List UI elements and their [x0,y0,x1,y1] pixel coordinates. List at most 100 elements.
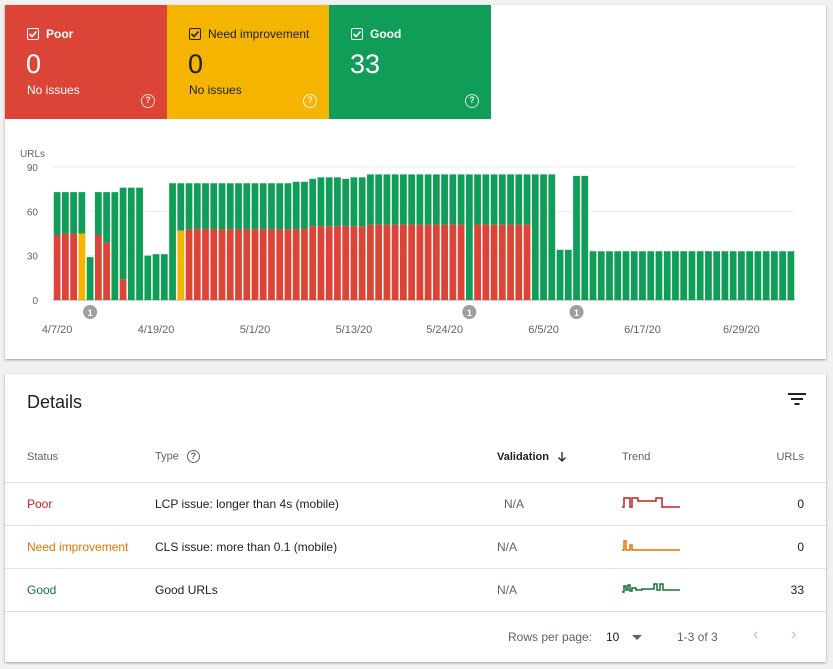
bar-poor[interactable] [416,224,424,300]
bar-good[interactable] [408,174,416,225]
bar-good[interactable] [581,175,589,300]
bar-good[interactable] [342,178,350,227]
bar-good[interactable] [424,174,432,225]
chevron-right-icon[interactable]: › [791,626,797,643]
bar-poor[interactable] [441,224,448,300]
bar-good[interactable] [432,174,440,225]
bar-poor[interactable] [507,224,514,300]
bar-good[interactable] [672,251,679,300]
annotation-marker[interactable] [569,305,584,319]
bar-good[interactable] [284,183,292,230]
bar-poor[interactable] [185,229,193,300]
bar-good[interactable] [441,174,448,225]
bar-poor[interactable] [367,224,374,300]
bar-good[interactable] [169,183,176,300]
bar-poor[interactable] [243,229,251,300]
bar-good[interactable] [548,174,556,300]
bar-good[interactable] [614,251,622,300]
bar-poor[interactable] [193,229,201,300]
bar-good[interactable] [177,183,185,231]
bar-poor[interactable] [226,229,234,300]
bar-good[interactable] [160,254,168,300]
bar-good[interactable] [655,251,663,300]
bar-good[interactable] [639,251,646,300]
bar-poor[interactable] [218,229,226,300]
bar-good[interactable] [713,251,721,300]
bar-good[interactable] [474,174,481,225]
bar-poor[interactable] [325,226,333,300]
bar-good[interactable] [564,249,572,300]
bar-poor[interactable] [94,234,102,300]
bar-good[interactable] [350,177,358,227]
urls-column-header[interactable]: URLs [732,432,826,483]
bar-poor[interactable] [210,229,218,300]
chevron-left-icon[interactable]: ‹ [753,626,759,643]
bar-poor[interactable] [309,226,317,300]
bar-good[interactable] [779,251,787,300]
bar-poor[interactable] [268,229,275,300]
bar-good[interactable] [391,174,399,225]
help-icon[interactable]: ? [141,94,155,108]
annotation-marker[interactable] [83,305,98,319]
bar-poor[interactable] [391,224,399,300]
bar-poor[interactable] [70,233,77,301]
bar-good[interactable] [507,174,514,225]
bar-poor[interactable] [424,224,432,300]
bar-poor[interactable] [350,226,358,300]
bar-good[interactable] [301,181,308,230]
need-improvement-filter-tile[interactable]: Need improvement 0 No issues ? [167,5,329,119]
bar-good[interactable] [556,249,564,300]
table-row[interactable]: Good Good URLs N/A 33 [5,568,826,612]
bar-good[interactable] [53,192,61,235]
bar-poor[interactable] [482,224,490,300]
bar-good[interactable] [268,183,275,230]
bar-good[interactable] [606,251,613,300]
bar-poor[interactable] [400,224,407,300]
bar-good[interactable] [317,177,325,227]
bar-good[interactable] [86,257,94,300]
bar-good[interactable] [573,175,580,300]
help-icon[interactable]: ? [465,94,479,108]
bar-good[interactable] [630,251,638,300]
bar-good[interactable] [688,251,696,300]
bar-good[interactable] [540,174,547,300]
bar-good[interactable] [243,183,251,230]
bar-good[interactable] [416,174,424,225]
bar-good[interactable] [400,174,407,225]
bar-poor[interactable] [515,224,523,300]
table-row[interactable]: Poor LCP issue: longer than 4s (mobile) … [5,482,826,526]
bar-good[interactable] [449,174,457,225]
bar-good[interactable] [70,192,77,234]
bar-poor[interactable] [284,229,292,300]
annotation-marker[interactable] [462,305,477,319]
validation-column-header[interactable]: Validation [497,432,622,483]
bar-poor[interactable] [490,224,498,300]
bar-good[interactable] [226,183,234,230]
bar-good[interactable] [251,183,259,230]
bar-good[interactable] [647,251,655,300]
bar-poor[interactable] [61,233,69,301]
bar-poor[interactable] [334,226,341,300]
bar-good[interactable] [375,174,383,225]
bar-poor[interactable] [474,224,481,300]
bar-good[interactable] [729,251,737,300]
bar-good[interactable] [663,251,671,300]
bar-good[interactable] [185,183,193,230]
bar-good[interactable] [721,251,729,300]
bar-good[interactable] [465,174,473,300]
bar-poor[interactable] [523,224,531,300]
bar-good[interactable] [762,251,770,300]
help-icon[interactable]: ? [186,450,200,464]
bar-good[interactable] [746,251,754,300]
bar-poor[interactable] [53,234,61,300]
bar-good[interactable] [78,192,86,234]
bar-good[interactable] [127,187,135,300]
bar-good[interactable] [94,192,102,235]
help-icon[interactable]: ? [303,94,317,108]
bar-good[interactable] [334,177,341,227]
bar-poor[interactable] [457,224,465,300]
bar-good[interactable] [490,174,498,225]
bar-good[interactable] [202,183,209,230]
bar-good[interactable] [235,183,242,230]
bar-good[interactable] [498,174,506,225]
